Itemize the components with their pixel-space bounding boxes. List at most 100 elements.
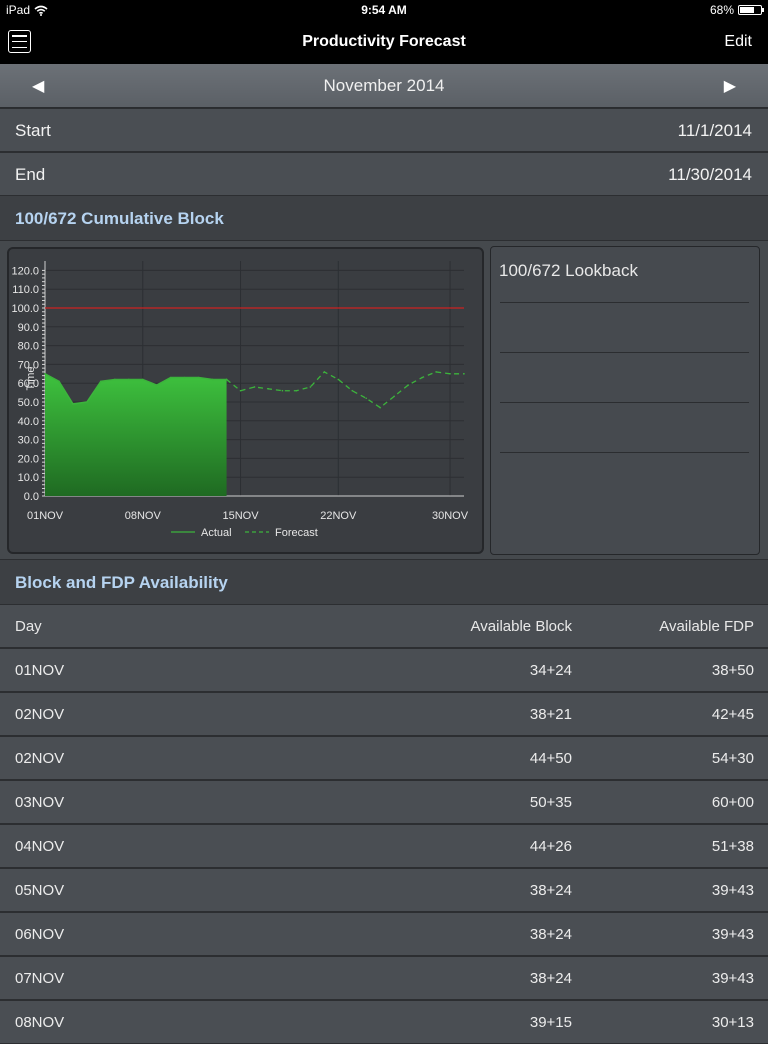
- battery-percent: 68%: [709, 3, 734, 17]
- day-cell: 03NOV: [15, 794, 65, 811]
- end-value: 11/30/2014: [668, 165, 752, 184]
- forecast-point: [253, 386, 256, 388]
- day-cell: 05NOV: [15, 882, 65, 899]
- battery-icon: [738, 5, 764, 15]
- table-row[interactable]: 04NOV 44+26 51+38: [0, 824, 768, 868]
- actual-line: [44, 373, 227, 405]
- y-tick-label: 90.0: [18, 322, 39, 334]
- actual-point: [183, 376, 186, 379]
- next-month-button[interactable]: ▶: [723, 78, 736, 95]
- day-cell: 01NOV: [15, 662, 65, 679]
- table-row[interactable]: 05NOV 38+24 39+43: [0, 868, 768, 912]
- chart-container: 0.0 10.0 20.0 30.0 40.0 50.0 60.0 70.0 80.0 90.0 1…: [0, 240, 768, 560]
- forecast-point: [337, 378, 340, 381]
- fdp-cell: 39+43: [711, 926, 754, 943]
- actual-point: [141, 378, 144, 381]
- y-tick-label: 20.0: [18, 453, 39, 465]
- forecast-point: [379, 406, 382, 409]
- block-cell: 38+24: [529, 882, 572, 899]
- block-cell: 38+21: [529, 706, 572, 723]
- lookback-panel: 100/672 Lookback: [490, 246, 760, 555]
- status-bar: iPad 9:54 AM 68%: [0, 0, 768, 20]
- actual-point: [58, 380, 60, 383]
- fdp-cell: 51+38: [711, 838, 754, 855]
- status-left: iPad: [6, 3, 48, 17]
- table-row[interactable]: 02NOV 44+50 54+30: [0, 736, 768, 780]
- y-axis-title: Time: [25, 366, 37, 390]
- y-tick-label: 40.0: [18, 416, 39, 428]
- forecast-point: [407, 384, 409, 386]
- lookback-divider: [500, 302, 749, 303]
- actual-area: [45, 373, 227, 496]
- fdp-cell: 30+13: [711, 1014, 754, 1031]
- forecast-point: [295, 389, 298, 392]
- page-title: Productivity Forecast: [302, 33, 466, 50]
- chart-section-header: 100/672 Cumulative Block: [0, 196, 768, 240]
- day-cell: 02NOV: [15, 706, 65, 723]
- x-tick-label: 08NOV: [125, 510, 162, 522]
- previous-month-button[interactable]: ◀: [32, 78, 45, 95]
- actual-point: [169, 376, 172, 379]
- block-column-header: Available Block: [470, 618, 572, 635]
- forecast-point: [393, 395, 395, 398]
- table-row[interactable]: 03NOV 50+35 60+00: [0, 780, 768, 824]
- day-cell: 07NOV: [15, 970, 65, 987]
- block-cell: 38+24: [529, 926, 572, 943]
- y-tick-label: 0.0: [24, 491, 39, 503]
- table-row[interactable]: 07NOV 38+24 39+43: [0, 956, 768, 1000]
- forecast-point: [449, 373, 451, 375]
- actual-point: [100, 380, 102, 383]
- forecast-point: [421, 376, 423, 379]
- day-column-header: Day: [15, 618, 42, 635]
- end-date-row[interactable]: End 11/30/2014: [0, 152, 768, 196]
- table-row[interactable]: 02NOV 38+21 42+45: [0, 692, 768, 736]
- block-cell: 34+24: [529, 662, 572, 679]
- actual-point: [155, 384, 158, 386]
- forecast-point: [323, 371, 326, 373]
- month-selector: ◀ November 2014 ▶: [0, 64, 768, 108]
- forecast-point: [309, 386, 312, 388]
- table-row[interactable]: 06NOV 38+24 39+43: [0, 912, 768, 956]
- y-tick-label: 120.0: [11, 265, 39, 277]
- lookback-divider: [500, 352, 749, 353]
- forecast-point: [463, 373, 465, 375]
- status-time: 9:54 AM: [361, 3, 407, 17]
- fdp-cell: 39+43: [711, 882, 754, 899]
- y-tick-label: 60.0: [18, 378, 39, 390]
- forecast-point: [435, 371, 437, 373]
- actual-point: [86, 401, 88, 403]
- fdp-column-header: Available FDP: [659, 618, 754, 635]
- table-header-row: Day Available Block Available FDP: [0, 604, 768, 648]
- forecast-point: [351, 389, 354, 392]
- lookback-divider: [500, 402, 749, 403]
- table-section-header: Block and FDP Availability: [0, 560, 768, 604]
- block-cell: 38+24: [529, 970, 572, 987]
- fdp-cell: 42+45: [711, 706, 754, 723]
- actual-point: [128, 378, 130, 381]
- forecast-point: [281, 389, 284, 392]
- edit-button[interactable]: Edit: [724, 33, 752, 50]
- status-right: 68%: [709, 3, 764, 17]
- forecast-point: [267, 388, 270, 390]
- menu-icon[interactable]: [8, 30, 31, 53]
- table-section-title: Block and FDP Availability: [15, 573, 228, 592]
- table-row[interactable]: 08NOV 39+15 30+13: [0, 1000, 768, 1044]
- fdp-cell: 60+00: [711, 794, 754, 811]
- chart-svg: 0.0 10.0 20.0 30.0 40.0 50.0 60.0 70.0 80.0 90.0 1…: [11, 261, 469, 539]
- x-tick-label: 01NOV: [27, 510, 64, 522]
- block-cell: 44+50: [529, 750, 572, 767]
- legend-actual-label: Actual: [201, 527, 232, 539]
- y-tick-label: 50.0: [18, 397, 39, 409]
- device-name: iPad: [6, 3, 31, 17]
- lookback-divider: [500, 452, 749, 453]
- start-date-row[interactable]: Start 11/1/2014: [0, 108, 768, 152]
- lookback-title: 100/672 Lookback: [499, 261, 638, 280]
- block-cell: 39+15: [529, 1014, 572, 1031]
- fdp-cell: 54+30: [711, 750, 754, 767]
- day-cell: 06NOV: [15, 926, 65, 943]
- fdp-cell: 38+50: [711, 662, 754, 679]
- table-row[interactable]: 01NOV 34+24 38+50: [0, 648, 768, 692]
- start-label: Start: [15, 121, 51, 140]
- legend-forecast-label: Forecast: [275, 527, 318, 539]
- day-cell: 04NOV: [15, 838, 65, 855]
